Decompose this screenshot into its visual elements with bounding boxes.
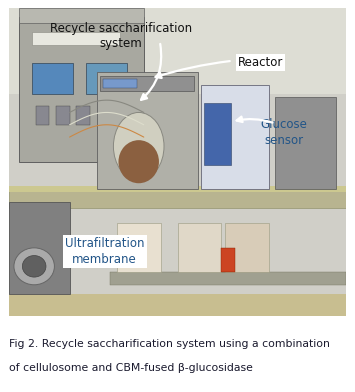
Bar [36,106,49,125]
Bar [9,189,346,208]
Bar [204,103,231,165]
Bar [19,8,144,23]
Bar [9,8,346,94]
Bar [225,223,269,272]
Circle shape [14,248,54,285]
Bar [33,63,73,94]
Bar [87,63,127,94]
Bar [76,106,90,125]
Bar [9,202,70,294]
Bar [178,223,222,272]
Text: Fig 2. Recycle saccharification system using a combination: Fig 2. Recycle saccharification system u… [9,339,330,349]
Bar [9,294,346,316]
Bar [9,186,346,192]
Text: Recycle saccharification
system: Recycle saccharification system [50,22,192,50]
Text: Ultrafiltration
membrane: Ultrafiltration membrane [65,237,144,266]
Bar [33,33,120,45]
Text: of cellulosome and CBM-fused β-glucosidase: of cellulosome and CBM-fused β-glucosida… [9,363,253,373]
Text: Reactor: Reactor [238,56,283,69]
Bar [100,76,195,91]
Bar [56,106,70,125]
Bar [222,248,235,272]
Bar [117,223,160,272]
Bar [275,97,336,189]
Bar [103,79,137,88]
Ellipse shape [114,113,164,180]
Bar [201,85,269,189]
Bar [110,272,346,285]
Text: Glucose
sensor: Glucose sensor [261,118,307,147]
Bar [97,73,198,189]
Circle shape [22,256,46,277]
Bar [19,17,144,162]
Ellipse shape [119,140,159,183]
